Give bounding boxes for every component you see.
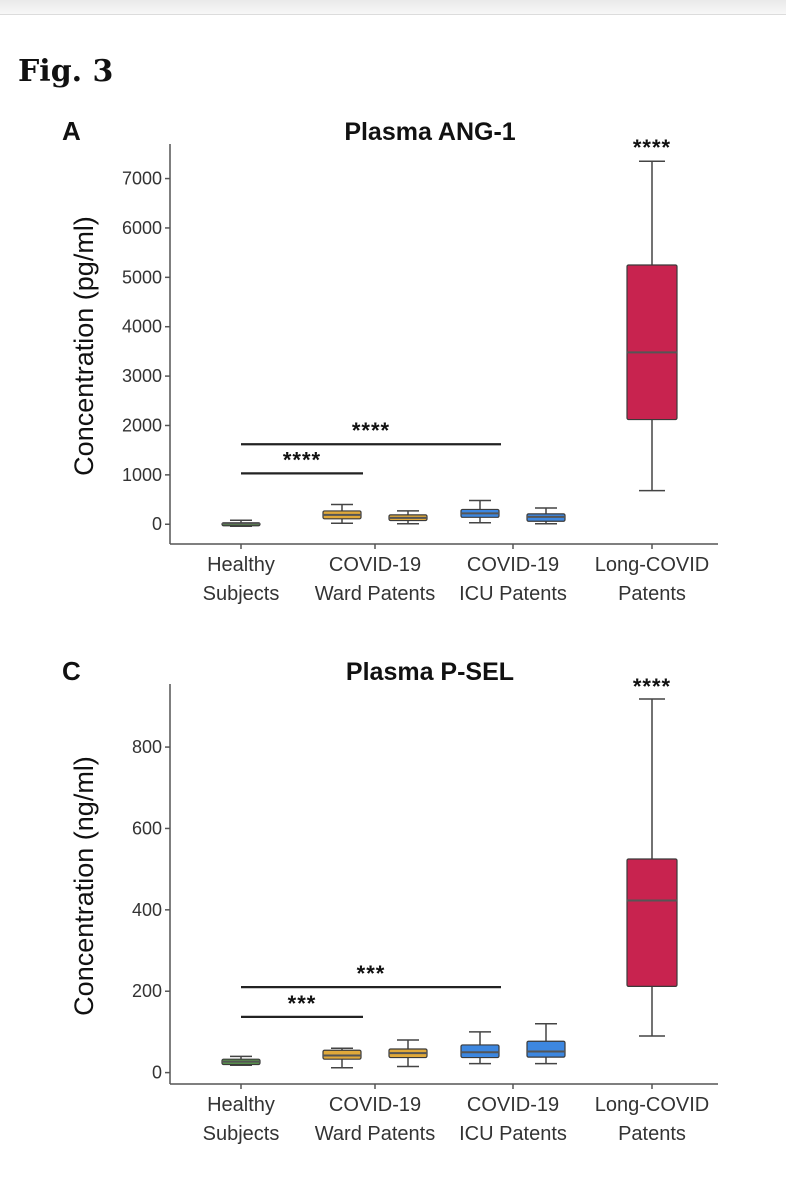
x-tick-label: COVID-19 <box>329 554 421 576</box>
y-axis-label: Concentration (ng/ml) <box>69 756 99 1016</box>
top-significance-label: **** <box>633 674 671 699</box>
panel-letter: A <box>62 116 81 146</box>
x-tick-label: Subjects <box>203 583 280 605</box>
y-tick-label: 800 <box>132 737 162 757</box>
y-tick-label: 0 <box>152 514 162 534</box>
chart-plasma-p-sel: C Plasma P-SEL Concentration (ng/ml) 0 200 40… <box>62 656 718 1145</box>
y-tick-label: 400 <box>132 900 162 920</box>
x-tick-label: Patents <box>618 583 686 605</box>
y-tick-label: 7000 <box>122 169 162 189</box>
panel-letter: C <box>62 656 81 686</box>
y-tick-label: 2000 <box>122 415 162 435</box>
figure-title: Fig. 3 <box>18 54 114 89</box>
chart-title: Plasma P-SEL <box>346 658 514 686</box>
x-tick-label: Subjects <box>203 1123 280 1145</box>
significance-label: *** <box>357 961 386 986</box>
significance-label: **** <box>352 418 390 443</box>
y-axis-label: Concentration (pg/ml) <box>69 216 99 476</box>
box-iqr <box>460 1044 500 1059</box>
y-tick-label: 200 <box>132 981 162 1001</box>
top-significance-label: **** <box>633 135 671 160</box>
x-tick-label: Long-COVID <box>595 1094 710 1116</box>
x-tick-label: Patents <box>618 1123 686 1145</box>
box-iqr <box>626 858 678 987</box>
y-tick-label: 3000 <box>122 366 162 386</box>
x-tick-label: Healthy <box>207 1094 275 1116</box>
x-tick-label: COVID-19 <box>467 1094 559 1116</box>
y-tick-label: 0 <box>152 1063 162 1083</box>
box-iqr <box>526 1040 566 1058</box>
box-iqr <box>626 264 678 421</box>
chart-plasma-ang-1: A Plasma ANG-1 Concentration (pg/ml) 0 1000 2… <box>62 116 718 605</box>
x-tick-label: ICU Patents <box>459 583 567 605</box>
y-tick-label: 1000 <box>122 465 162 485</box>
x-tick-label: COVID-19 <box>329 1094 421 1116</box>
y-tick-label: 4000 <box>122 317 162 337</box>
y-tick-label: 5000 <box>122 267 162 287</box>
top-edge-bar <box>0 0 786 15</box>
x-tick-label: Ward Patents <box>315 583 435 605</box>
x-tick-label: COVID-19 <box>467 554 559 576</box>
x-tick-label: Long-COVID <box>595 554 710 576</box>
significance-label: **** <box>283 447 321 472</box>
x-tick-label: Healthy <box>207 554 275 576</box>
y-tick-label: 600 <box>132 818 162 838</box>
significance-label: *** <box>288 991 317 1016</box>
x-tick-label: Ward Patents <box>315 1123 435 1145</box>
y-tick-label: 6000 <box>122 218 162 238</box>
x-tick-label: ICU Patents <box>459 1123 567 1145</box>
chart-title: Plasma ANG-1 <box>344 118 515 146</box>
